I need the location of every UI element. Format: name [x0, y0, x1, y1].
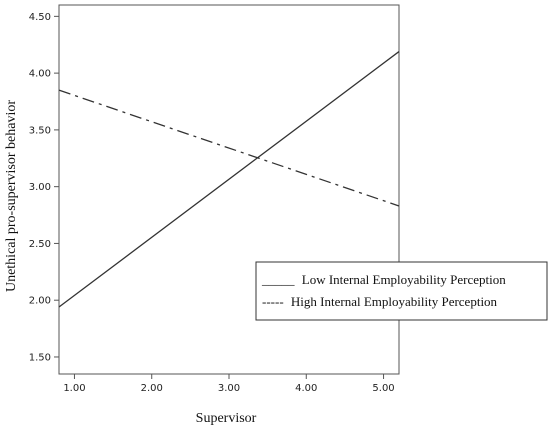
y-axis-label: Unethical pro-supervisor behavior	[4, 100, 19, 292]
x-tick-label: 3.00	[218, 383, 240, 394]
series-line-low	[58, 51, 400, 308]
x-tick-label: 2.00	[141, 383, 163, 394]
legend-sample-low: _____	[261, 272, 295, 287]
y-tick-label: 1.50	[29, 352, 51, 363]
x-axis-label: Supervisor	[196, 411, 257, 426]
legend-label-low: Low Internal Employability Perception	[302, 272, 506, 287]
legend-entry-low: _____ Low Internal Employability Percept…	[261, 272, 506, 287]
ticks: 1.50 2.00 2.50 3.00 3.50 4.00 4.50 1.00 2.00 3.00…	[29, 12, 395, 394]
x-tick-label: 1.00	[63, 383, 85, 394]
x-tick-label: 4.00	[295, 383, 317, 394]
y-tick-label: 4.00	[29, 69, 51, 80]
y-tick-label: 3.00	[29, 182, 51, 193]
legend-entry-high: ----- High Internal Employability Percep…	[262, 294, 498, 309]
legend-box	[255, 261, 548, 321]
series-line-high	[58, 89, 400, 207]
legend: _____ Low Internal Employability Percept…	[255, 261, 548, 321]
y-tick-label: 4.50	[29, 12, 51, 23]
x-tick-label: 5.00	[372, 383, 394, 394]
y-tick-label: 2.50	[29, 239, 51, 250]
y-tick-label: 3.50	[29, 125, 51, 136]
series	[58, 51, 400, 308]
y-tick-label: 2.00	[29, 296, 51, 307]
legend-sample-high: -----	[262, 294, 284, 309]
legend-label-high: High Internal Employability Perception	[291, 294, 498, 309]
